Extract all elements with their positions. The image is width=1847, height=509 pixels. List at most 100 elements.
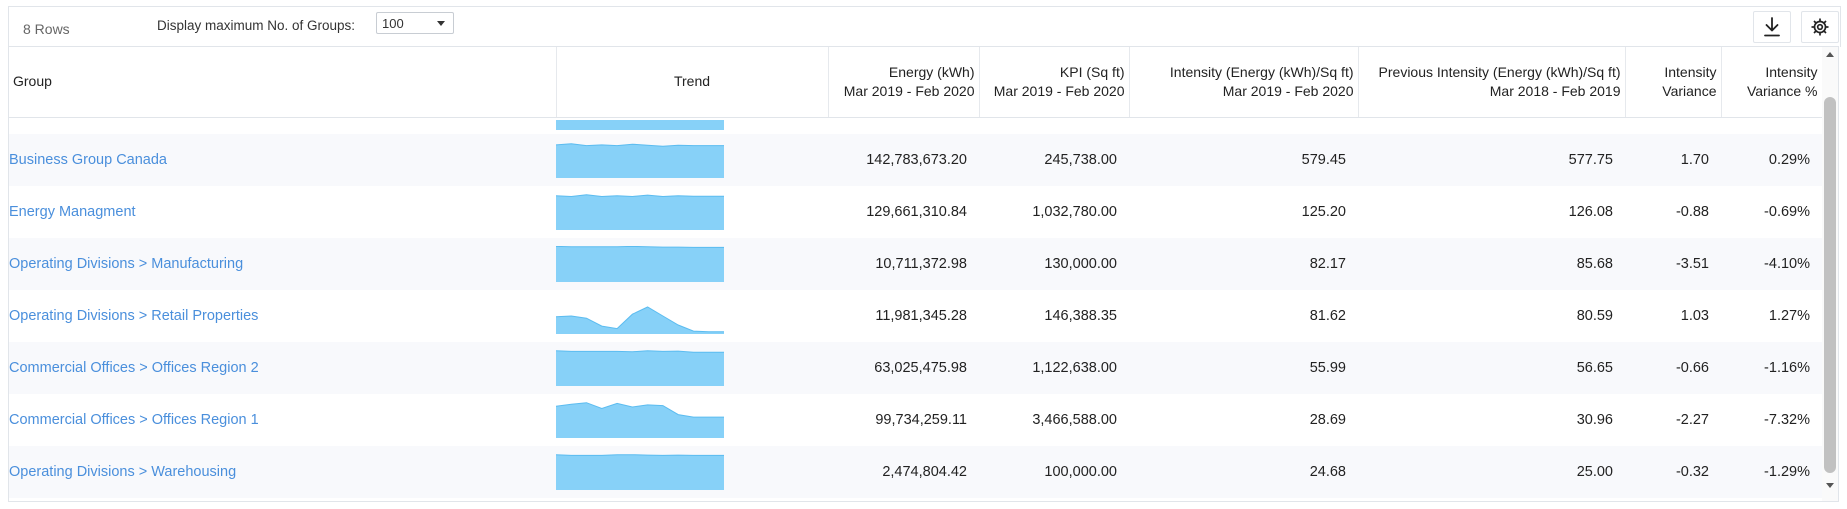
energy-cell: 11,981,345.28	[828, 289, 979, 342]
table-body: Business Group Canada 142,783,673.20 245,7…	[9, 117, 1822, 498]
header-row: Group Trend Energy (kWh) Mar 2019 - Feb …	[9, 47, 1823, 118]
column-header-previous-intensity[interactable]: Previous Intensity (Energy (kWh)/Sq ft) …	[1358, 47, 1626, 118]
energy-cell: 2,474,804.42	[828, 445, 979, 498]
gear-icon	[1811, 18, 1829, 36]
trend-sparkline	[556, 142, 724, 178]
trend-sparkline	[556, 245, 724, 282]
intensity-variance-cell: -0.66	[1625, 341, 1721, 394]
intensity-cell: 81.62	[1129, 289, 1358, 342]
table-row: Energy Managment 129,661,310.84 1,032,780.…	[9, 185, 1822, 238]
trend-sparkline-partial	[556, 119, 724, 130]
chevron-down-icon	[437, 21, 445, 26]
column-header-intensity-variance[interactable]: Intensity Variance	[1625, 47, 1722, 118]
report-toolbar: 8 Rows Display maximum No. of Groups: 10…	[8, 6, 1841, 47]
kpi-cell: 245,738.00	[979, 133, 1129, 186]
kpi-cell: 3,466,588.00	[979, 393, 1129, 446]
energy-cell: 99,734,259.11	[828, 393, 979, 446]
trend-sparkline	[556, 305, 724, 334]
group-link[interactable]: Business Group Canada	[9, 151, 167, 168]
trend-line	[556, 401, 724, 418]
column-header-trend[interactable]: Trend	[556, 47, 829, 118]
trend-area	[556, 350, 724, 386]
column-header-kpi[interactable]: KPI (Sq ft) Mar 2019 - Feb 2020	[979, 47, 1130, 118]
group-link[interactable]: Operating Divisions > Retail Properties	[9, 307, 259, 324]
table-row: Operating Divisions > Retail Properties 1…	[9, 289, 1822, 342]
trend-area	[556, 454, 724, 490]
data-grid: Group Trend Energy (kWh) Mar 2019 - Feb …	[8, 46, 1839, 502]
trend-line	[556, 349, 724, 353]
scroll-up-icon[interactable]	[1826, 52, 1834, 57]
energy-cell: 10,711,372.98	[828, 237, 979, 290]
rows-count: 8 Rows	[23, 21, 70, 37]
intensity-variance-cell: -0.32	[1625, 445, 1721, 498]
group-link[interactable]: Commercial Offices > Offices Region 1	[9, 411, 259, 428]
column-header-intensity-variance-pct[interactable]: Intensity Variance %	[1721, 47, 1823, 118]
trend-area	[556, 402, 724, 438]
trend-sparkline	[556, 401, 724, 438]
kpi-cell: 1,122,638.00	[979, 341, 1129, 394]
intensity-variance-pct-cell: -7.32%	[1721, 393, 1822, 446]
trend-line	[556, 453, 724, 456]
trend-line	[556, 245, 724, 248]
kpi-cell: 146,388.35	[979, 289, 1129, 342]
previous-intensity-cell: 25.00	[1358, 445, 1625, 498]
trend-sparkline	[556, 193, 724, 230]
trend-sparkline	[556, 453, 724, 490]
max-groups-value: 100	[382, 16, 404, 31]
kpi-cell: 1,032,780.00	[979, 185, 1129, 238]
intensity-cell: 82.17	[1129, 237, 1358, 290]
max-groups-select[interactable]: 100	[376, 12, 454, 34]
max-groups-label: Display maximum No. of Groups:	[157, 18, 356, 33]
intensity-cell: 579.45	[1129, 133, 1358, 186]
kpi-cell: 130,000.00	[979, 237, 1129, 290]
intensity-cell: 24.68	[1129, 445, 1358, 498]
group-link[interactable]: Energy Managment	[9, 203, 136, 220]
download-button[interactable]	[1753, 11, 1791, 43]
intensity-variance-cell: -0.88	[1625, 185, 1721, 238]
intensity-variance-pct-cell: -4.10%	[1721, 237, 1822, 290]
previous-intensity-cell: 80.59	[1358, 289, 1625, 342]
intensity-cell: 28.69	[1129, 393, 1358, 446]
kpi-cell: 100,000.00	[979, 445, 1129, 498]
table-row-partial	[9, 117, 1822, 134]
intensity-variance-pct-cell: 1.27%	[1721, 289, 1822, 342]
download-icon	[1764, 17, 1780, 37]
table-row: Business Group Canada 142,783,673.20 245,7…	[9, 133, 1822, 186]
trend-line	[556, 142, 724, 147]
scroll-thumb[interactable]	[1824, 97, 1836, 473]
scroll-down-icon[interactable]	[1826, 483, 1834, 488]
energy-cell: 129,661,310.84	[828, 185, 979, 238]
trend-area	[556, 306, 724, 334]
column-header-energy[interactable]: Energy (kWh) Mar 2019 - Feb 2020	[828, 47, 980, 118]
trend-line	[556, 305, 724, 332]
previous-intensity-cell: 30.96	[1358, 393, 1625, 446]
intensity-variance-cell: -2.27	[1625, 393, 1721, 446]
table-row: Commercial Offices > Offices Region 2 63,…	[9, 341, 1822, 394]
vertical-scrollbar[interactable]	[1822, 47, 1838, 501]
group-link[interactable]: Commercial Offices > Offices Region 2	[9, 359, 259, 376]
intensity-variance-pct-cell: -1.29%	[1721, 445, 1822, 498]
table-row: Commercial Offices > Offices Region 1 99,…	[9, 393, 1822, 446]
intensity-variance-cell: 1.03	[1625, 289, 1721, 342]
settings-button[interactable]	[1801, 11, 1839, 43]
trend-sparkline	[556, 349, 724, 386]
trend-area	[556, 143, 724, 178]
group-link[interactable]: Operating Divisions > Warehousing	[9, 463, 237, 480]
results-table: Group Trend Energy (kWh) Mar 2019 - Feb …	[9, 47, 1823, 498]
intensity-cell: 55.99	[1129, 341, 1358, 394]
column-header-group[interactable]: Group	[9, 47, 557, 118]
table-row: Operating Divisions > Manufacturing 10,71…	[9, 237, 1822, 290]
intensity-variance-pct-cell: -0.69%	[1721, 185, 1822, 238]
group-link[interactable]: Operating Divisions > Manufacturing	[9, 255, 244, 272]
column-header-intensity[interactable]: Intensity (Energy (kWh)/Sq ft) Mar 2019 …	[1129, 47, 1359, 118]
energy-cell: 63,025,475.98	[828, 341, 979, 394]
intensity-variance-cell: 1.70	[1625, 133, 1721, 186]
energy-cell: 142,783,673.20	[828, 133, 979, 186]
trend-line	[556, 193, 724, 197]
intensity-variance-cell: -3.51	[1625, 237, 1721, 290]
intensity-cell: 125.20	[1129, 185, 1358, 238]
trend-area	[556, 194, 724, 230]
trend-area	[556, 245, 724, 282]
previous-intensity-cell: 126.08	[1358, 185, 1625, 238]
